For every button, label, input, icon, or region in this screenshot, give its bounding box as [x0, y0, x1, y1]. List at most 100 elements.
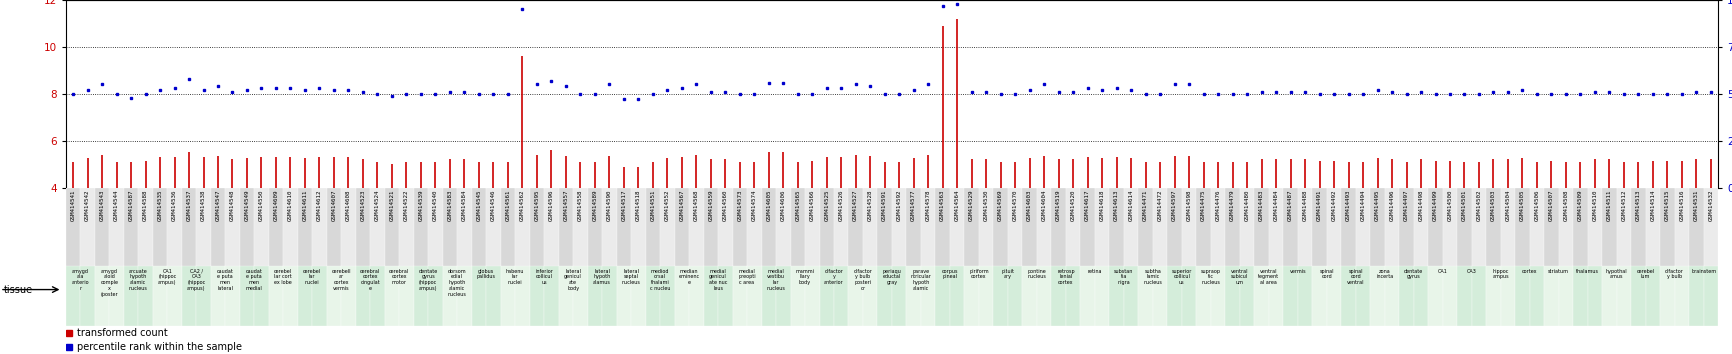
Text: GSM414514: GSM414514: [1651, 190, 1656, 222]
Bar: [559, 266, 573, 326]
Bar: [1270, 266, 1283, 326]
Bar: [95, 188, 109, 266]
Text: zona
incerta: zona incerta: [1377, 268, 1394, 279]
Bar: [471, 266, 487, 326]
Text: GSM414531: GSM414531: [1694, 190, 1699, 222]
Text: caudat
e puta
men
medial: caudat e puta men medial: [246, 268, 263, 291]
Bar: [1472, 188, 1486, 266]
Bar: [1197, 266, 1211, 326]
Bar: [994, 266, 1008, 326]
Text: GSM414532: GSM414532: [1708, 190, 1713, 222]
Bar: [603, 266, 617, 326]
Text: percentile rank within the sample: percentile rank within the sample: [78, 342, 242, 352]
Bar: [1516, 188, 1529, 266]
Text: GSM414549: GSM414549: [244, 190, 249, 222]
Text: GSM414607: GSM414607: [331, 190, 336, 222]
Bar: [1167, 188, 1181, 266]
Text: GSM414614: GSM414614: [1129, 190, 1134, 222]
Bar: [1429, 188, 1443, 266]
Text: GSM414597: GSM414597: [1173, 190, 1178, 222]
Bar: [559, 188, 573, 266]
Bar: [1516, 266, 1529, 326]
Text: GSM414574: GSM414574: [752, 190, 757, 222]
Bar: [398, 188, 414, 266]
Text: GSM414513: GSM414513: [1637, 190, 1640, 222]
Bar: [719, 188, 733, 266]
Bar: [1297, 266, 1313, 326]
Bar: [443, 188, 457, 266]
Bar: [835, 266, 849, 326]
Bar: [225, 266, 239, 326]
Bar: [530, 266, 544, 326]
Bar: [646, 266, 660, 326]
Bar: [211, 266, 225, 326]
Text: GSM414541: GSM414541: [71, 190, 76, 222]
Text: GSM414539: GSM414539: [419, 190, 423, 222]
Bar: [1225, 188, 1240, 266]
Text: GSM414498: GSM414498: [1419, 190, 1424, 222]
Bar: [965, 266, 979, 326]
Text: brainstem: brainstem: [1690, 268, 1716, 274]
Bar: [1704, 188, 1718, 266]
Text: striatum: striatum: [1548, 268, 1569, 274]
Text: retrosp
lenial
cortex: retrosp lenial cortex: [1057, 268, 1076, 285]
Bar: [1632, 188, 1645, 266]
Bar: [1386, 188, 1399, 266]
Text: GSM414610: GSM414610: [288, 190, 293, 222]
Bar: [805, 188, 819, 266]
Text: GSM414612: GSM414612: [317, 190, 322, 222]
Text: lateral
hypoth
alamus: lateral hypoth alamus: [592, 268, 611, 285]
Bar: [1529, 266, 1545, 326]
Bar: [1500, 188, 1516, 266]
Bar: [1472, 266, 1486, 326]
Text: GSM414494: GSM414494: [1361, 190, 1365, 222]
Bar: [544, 188, 559, 266]
Bar: [1095, 188, 1110, 266]
Bar: [1211, 266, 1225, 326]
Bar: [630, 266, 646, 326]
Text: olfactor
y bulb
posteri
or: olfactor y bulb posteri or: [854, 268, 873, 291]
Bar: [471, 188, 487, 266]
Bar: [892, 188, 906, 266]
Text: GSM414535: GSM414535: [158, 190, 163, 222]
Bar: [878, 188, 892, 266]
Text: median
eminenc
e: median eminenc e: [679, 268, 700, 285]
Bar: [1341, 188, 1356, 266]
Text: GSM414588: GSM414588: [144, 190, 147, 222]
Bar: [819, 266, 835, 326]
Text: GSM414500: GSM414500: [1448, 190, 1453, 222]
Text: GSM414502: GSM414502: [1476, 190, 1481, 222]
Bar: [385, 266, 398, 326]
Text: GSM414523: GSM414523: [360, 190, 365, 222]
Bar: [355, 266, 371, 326]
Text: cerebral
cortex
cingulat
e: cerebral cortex cingulat e: [360, 268, 381, 291]
Text: vermis: vermis: [1290, 268, 1306, 274]
Bar: [225, 188, 239, 266]
Text: GSM414603: GSM414603: [1027, 190, 1032, 222]
Bar: [196, 188, 211, 266]
Bar: [1008, 266, 1022, 326]
Text: pituit
ary: pituit ary: [1001, 268, 1015, 279]
Bar: [1661, 188, 1675, 266]
Text: GSM414496: GSM414496: [1389, 190, 1394, 222]
Text: inferior
collicul
us: inferior collicul us: [535, 268, 553, 285]
Bar: [1616, 266, 1632, 326]
Text: GSM414472: GSM414472: [1157, 190, 1162, 222]
Text: GSM414522: GSM414522: [404, 190, 409, 222]
Bar: [965, 188, 979, 266]
Text: habenu
lar
nuclei: habenu lar nuclei: [506, 268, 525, 285]
Text: GSM414590: GSM414590: [606, 190, 611, 222]
Bar: [168, 266, 182, 326]
Bar: [849, 188, 863, 266]
Bar: [1399, 188, 1413, 266]
Text: hypothal
amus: hypothal amus: [1606, 268, 1628, 279]
Bar: [1545, 266, 1559, 326]
Text: GSM414476: GSM414476: [1216, 190, 1221, 222]
Text: GSM414480: GSM414480: [1245, 190, 1249, 222]
Bar: [514, 266, 530, 326]
Bar: [414, 266, 428, 326]
Text: GSM414495: GSM414495: [1375, 190, 1380, 222]
Bar: [255, 188, 268, 266]
Text: corpus
pineal: corpus pineal: [942, 268, 958, 279]
Bar: [355, 188, 371, 266]
